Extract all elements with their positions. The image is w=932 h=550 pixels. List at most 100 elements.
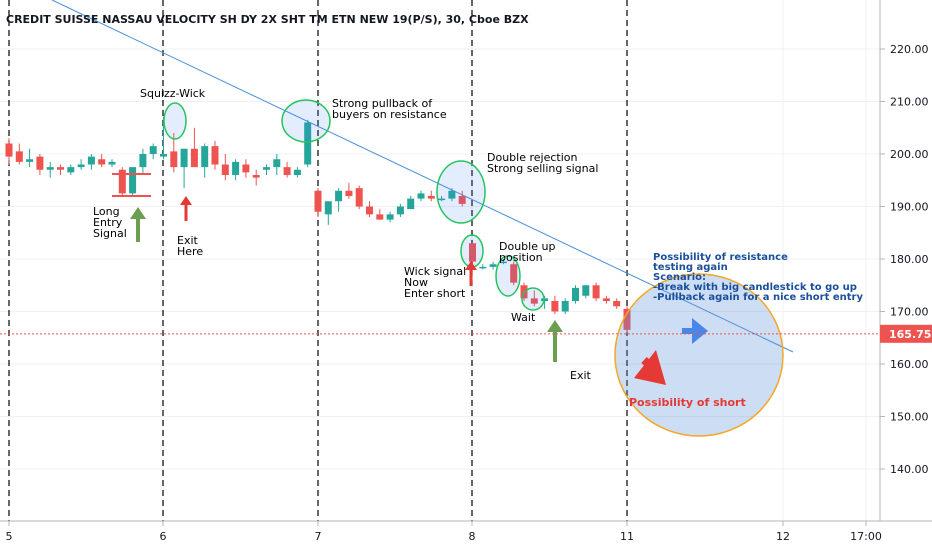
candle-body (180, 148, 188, 168)
candle-body (324, 201, 332, 215)
candle-body (170, 151, 178, 168)
candle-body (139, 154, 147, 168)
candle (232, 159, 240, 181)
candle (252, 169, 260, 186)
candle (26, 148, 34, 168)
candle (263, 164, 270, 175)
trendline (51, 0, 794, 353)
candle-body (273, 159, 281, 168)
candle-body (469, 243, 476, 262)
candle-body (582, 285, 590, 296)
candle-body (448, 190, 456, 199)
candle-body (304, 122, 312, 165)
annotation-label: Wick signal (404, 265, 466, 278)
candle-body (57, 167, 64, 170)
candle-body (67, 167, 75, 173)
candle-body (293, 169, 301, 175)
price-tick-label: 220.00 (890, 43, 929, 56)
candle-body (386, 214, 394, 220)
candle (242, 159, 250, 178)
annotation-label: Possibility of short (629, 396, 746, 409)
candle (149, 143, 157, 160)
candle (582, 285, 590, 299)
candle-body (118, 169, 126, 194)
candle-body (211, 146, 219, 165)
price-tick-label: 140.00 (890, 463, 929, 476)
candle-body (201, 146, 209, 168)
candle (396, 203, 404, 217)
annotation-label: Exit (570, 369, 592, 382)
time-tick-label: 7 (315, 530, 322, 543)
candle (15, 143, 23, 165)
candle (551, 295, 559, 315)
candle-body (396, 206, 404, 215)
candle-body (36, 156, 44, 170)
price-tick-label: 170.00 (890, 306, 929, 319)
candle (273, 154, 281, 175)
candle (510, 261, 518, 286)
candle-body (98, 159, 106, 165)
candle (180, 148, 188, 189)
price-tick-label: 160.00 (890, 358, 929, 371)
time-tick-label: 12 (776, 530, 790, 543)
candle (87, 154, 95, 170)
candle (335, 188, 343, 212)
candle (499, 259, 507, 265)
candle-body (26, 159, 34, 162)
candle (530, 290, 538, 307)
candle (129, 167, 137, 196)
annotation-label: Wait (511, 311, 536, 324)
candle-body (335, 190, 343, 202)
annotation-label: Strong pullback of (332, 97, 433, 110)
annotation-label: Signal (93, 227, 127, 240)
annotation-label: Strong selling signal (487, 162, 598, 175)
red-arrowhead-icon (180, 196, 192, 205)
chart-title: CREDIT SUISSE NASSAU VELOCITY SH DY 2X S… (6, 13, 529, 26)
candle-body (129, 167, 137, 194)
last-price-value: 165.75 (889, 328, 931, 341)
candle (5, 138, 13, 165)
candle-body (510, 264, 518, 283)
time-tick-label: 6 (160, 530, 167, 543)
price-axis-background (880, 0, 932, 521)
candle-body (458, 196, 466, 204)
price-tick-label: 200.00 (890, 148, 929, 161)
candle (489, 261, 497, 270)
candle-body (407, 198, 415, 210)
candle (139, 148, 147, 175)
last-price-label (880, 324, 932, 343)
candle (98, 154, 106, 168)
green-arrowhead-icon (547, 320, 563, 332)
annotation-label: Possibility of resistance (653, 252, 788, 263)
green-arrowhead-icon (130, 207, 146, 219)
annotation-label: testing again (653, 262, 728, 273)
highlight-circle (521, 287, 545, 311)
blue-arrowhead-icon (692, 318, 708, 344)
candle (417, 190, 425, 202)
candle-body (592, 285, 600, 299)
target-zone-circle (614, 273, 784, 437)
red-short-arrowhead-icon (634, 350, 666, 385)
candle-body (613, 301, 621, 307)
candle-body (242, 164, 250, 173)
price-axis[interactable]: 140.00 150.00 160.00 170.00 180.00 190.00 200.… (880, 43, 929, 476)
candle-body (427, 196, 435, 199)
candle (572, 285, 579, 304)
candle (355, 185, 363, 210)
highlight-circle (460, 234, 484, 268)
candle (221, 154, 229, 181)
candle-body (355, 188, 363, 207)
candle-body (108, 161, 116, 165)
candle (407, 196, 415, 210)
highlight-circle (436, 160, 486, 224)
candle (211, 140, 219, 170)
time-tick-label: 17:00 (850, 530, 882, 543)
annotation-label: Now (404, 276, 428, 289)
candle (324, 201, 332, 225)
time-axis[interactable]: 5 6 7 8 11 12 17:00 (6, 521, 882, 543)
candle (190, 127, 198, 168)
time-tick-label: 11 (620, 530, 634, 543)
candle (118, 167, 126, 196)
